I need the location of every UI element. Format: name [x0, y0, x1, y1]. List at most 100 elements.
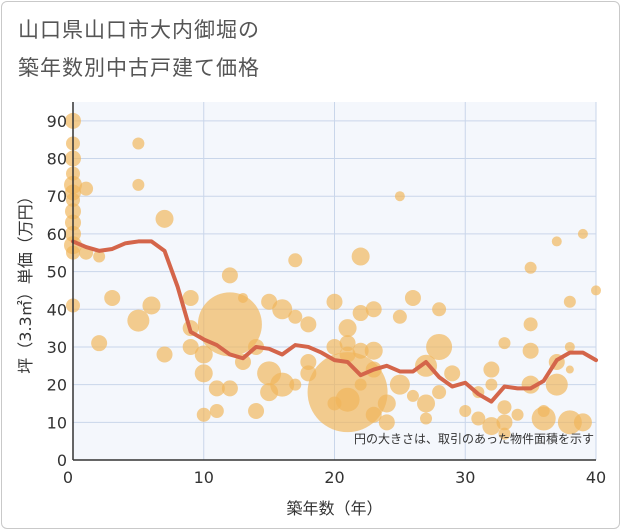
bubble-point	[326, 293, 343, 310]
chart-title-line-1: 山口県山口市大内御堀の	[18, 18, 260, 42]
bubble-point	[498, 427, 511, 440]
axes	[72, 102, 596, 461]
bubble-point	[511, 408, 524, 421]
bubble-point	[485, 378, 498, 391]
bubble-point	[426, 333, 453, 360]
bubble-point	[182, 338, 199, 355]
bubble-point	[93, 250, 106, 263]
bubble-point	[591, 285, 601, 296]
bubble-point	[300, 354, 317, 371]
bubble-point	[352, 305, 369, 322]
bubble-point	[132, 137, 145, 150]
bubble-point	[420, 412, 433, 425]
bubble-point	[272, 299, 293, 320]
bubble-point	[444, 365, 461, 382]
y-tick-label: 50	[47, 263, 67, 282]
bubble-point	[289, 378, 302, 391]
bubble-point	[156, 346, 173, 363]
bubble-point	[524, 261, 537, 274]
bubble-point	[339, 335, 356, 352]
bubble-point	[335, 387, 360, 412]
bubble-point	[531, 406, 556, 431]
trend-line	[71, 239, 598, 404]
y-axis-label: 坪（3.3㎡）単価（万円）	[16, 188, 35, 373]
y-tick-labels: 0 10 20 30 40 50 60 70 80 90	[47, 112, 67, 470]
x-tick-label: 30	[455, 468, 475, 487]
bubble-point	[248, 403, 265, 420]
x-tick-labels: 0 10 20 30 40	[63, 468, 606, 487]
y-tick-label: 30	[47, 338, 67, 357]
x-axis-label: 築年数（年）	[286, 499, 382, 518]
bubble-point	[564, 341, 575, 352]
bubble-point	[565, 365, 574, 374]
bubble-point	[377, 394, 396, 413]
bubble-point	[208, 380, 225, 397]
size-note: 円の大きさは、取引のあった物件面積を示す	[354, 431, 594, 446]
bubble-point	[537, 405, 550, 418]
bubble-point	[196, 407, 211, 422]
x-tick-label: 40	[586, 468, 606, 487]
bubble-point	[389, 374, 410, 395]
bubble-point	[497, 400, 512, 415]
bubble-point	[338, 319, 357, 338]
chart-title-line-2: 築年数別中古戸建て価格	[18, 56, 260, 80]
bubble-point	[237, 292, 248, 303]
bubble-point	[79, 181, 94, 196]
bubble-point	[406, 389, 419, 402]
bubble-point	[417, 394, 436, 413]
y-tick-label: 70	[47, 187, 67, 206]
bubble-point	[551, 236, 562, 247]
bubble-point	[351, 247, 370, 266]
bubble-point	[404, 289, 421, 306]
bubble-point	[288, 253, 303, 268]
x-tick-label: 10	[194, 468, 214, 487]
x-tick-label: 0	[63, 468, 73, 487]
bubble-point	[221, 267, 238, 284]
bubble-point	[432, 302, 447, 317]
bubble-point	[523, 317, 538, 332]
y-tick-label: 80	[47, 150, 67, 169]
y-tick-label: 20	[47, 376, 67, 395]
y-tick-label: 0	[57, 451, 67, 470]
bubble-point	[482, 417, 501, 436]
bubble-point	[194, 364, 213, 383]
bubble-point	[364, 341, 383, 360]
bubble-point	[326, 338, 343, 355]
y-tick-label: 60	[47, 225, 67, 244]
y-tick-label: 90	[47, 112, 67, 131]
bubble-point	[155, 209, 174, 228]
bubble-point	[352, 342, 369, 359]
bubble-point	[182, 289, 199, 306]
bubble-point	[432, 385, 447, 400]
bubble-point	[132, 178, 145, 191]
bubble-point	[91, 335, 108, 352]
bubble-point	[378, 414, 395, 431]
bubble-point	[459, 405, 472, 418]
bubble-point	[209, 404, 224, 419]
bubble-point	[545, 373, 568, 396]
bubble-point	[496, 414, 513, 431]
bubble-point	[392, 309, 407, 324]
bubble-point	[300, 316, 317, 333]
bubble-point	[365, 301, 382, 318]
bubble-point	[104, 289, 121, 306]
y-tick-label: 10	[47, 413, 67, 432]
bubble-point	[197, 292, 262, 357]
bubble-point	[365, 406, 382, 423]
bubble-series	[64, 112, 601, 440]
bubble-point	[471, 411, 486, 426]
bubble-point	[221, 380, 238, 397]
bubble-point	[522, 342, 539, 359]
bubble-point	[563, 295, 576, 308]
bubble-point	[573, 413, 592, 432]
y-tick-label: 40	[47, 300, 67, 319]
bubble-point	[127, 309, 150, 332]
x-tick-label: 20	[324, 468, 344, 487]
bubble-point	[557, 410, 582, 435]
bubble-point	[354, 378, 367, 391]
bubble-point	[288, 309, 303, 324]
bubble-point	[483, 361, 500, 378]
bubble-point	[270, 372, 295, 397]
bubble-point	[498, 337, 511, 350]
